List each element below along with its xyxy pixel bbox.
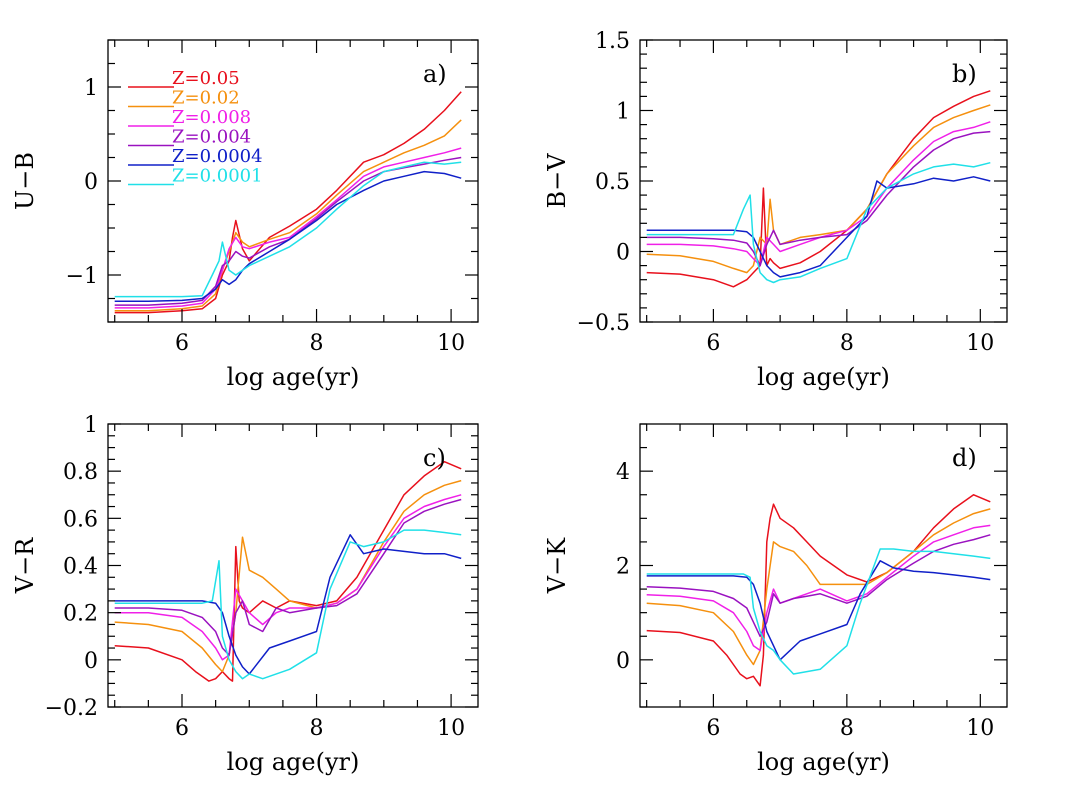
x-axis-label: log age(yr) bbox=[227, 748, 360, 776]
x-tick-label: 6 bbox=[175, 716, 189, 741]
series-line-Z-0-008 bbox=[114, 494, 462, 661]
series-line-Z-0-05 bbox=[114, 460, 462, 682]
y-tick-label: 0 bbox=[616, 241, 630, 266]
y-tick-label: 0.5 bbox=[595, 170, 630, 195]
legend-label: Z=0.05 bbox=[172, 68, 240, 89]
series-line-Z-0-05 bbox=[646, 90, 991, 288]
y-tick-label: 0 bbox=[616, 649, 630, 674]
y-tick-label: −0.5 bbox=[577, 311, 630, 336]
x-tick-label: 10 bbox=[437, 716, 465, 741]
series-line-Z-0-008 bbox=[114, 147, 462, 309]
series-line-Z-0-008 bbox=[646, 121, 991, 267]
series-line-Z-0-05 bbox=[114, 91, 462, 314]
x-axis-label: log age(yr) bbox=[757, 363, 890, 391]
series-line-Z-0-0001 bbox=[646, 548, 991, 675]
series-line-Z-0-0004 bbox=[646, 560, 991, 661]
series-line-Z-0-0001 bbox=[114, 529, 462, 680]
x-tick-label: 8 bbox=[840, 331, 854, 356]
panel-2: 6 8 10 −0.5 0 0.5 1 1.5 log age(yr) B−V b) bbox=[543, 29, 1008, 391]
series-group bbox=[114, 460, 462, 682]
series-line-Z-0-004 bbox=[114, 498, 462, 656]
legend-label: Z=0.004 bbox=[172, 127, 251, 148]
x-tick-label: 8 bbox=[840, 716, 854, 741]
y-axis-label: V−K bbox=[543, 537, 571, 594]
legend-label: Z=0.0001 bbox=[172, 166, 263, 187]
y-tick-label: 0 bbox=[84, 649, 98, 674]
panel-3: 6 8 10 −0.2 0 0.2 0.4 0.6 0.8 1 log age(yr) V−R c) bbox=[11, 413, 479, 776]
y-tick-label: 1 bbox=[84, 76, 98, 101]
series-line-Z-0-02 bbox=[114, 479, 462, 673]
panel-label: b) bbox=[952, 60, 977, 88]
series-group bbox=[114, 91, 462, 314]
y-tick-label: 0.6 bbox=[63, 507, 98, 532]
legend-label: Z=0.008 bbox=[172, 107, 251, 128]
series-line-Z-0-0004 bbox=[646, 176, 991, 278]
series-line-Z-0-004 bbox=[114, 156, 462, 306]
y-tick-label: −1 bbox=[66, 264, 98, 289]
x-tick-label: 10 bbox=[437, 331, 465, 356]
y-tick-label: 4 bbox=[616, 460, 630, 485]
panel-label: d) bbox=[952, 444, 977, 472]
x-axis-label: log age(yr) bbox=[757, 748, 890, 776]
y-tick-label: 1 bbox=[84, 413, 98, 438]
y-tick-label: 0.8 bbox=[63, 460, 98, 485]
y-tick-label: 0 bbox=[84, 170, 98, 195]
x-tick-label: 8 bbox=[310, 331, 324, 356]
x-tick-label: 10 bbox=[966, 716, 994, 741]
y-axis-label: V−R bbox=[11, 537, 39, 594]
legend-label: Z=0.0004 bbox=[172, 146, 263, 167]
series-line-Z-0-004 bbox=[646, 130, 991, 267]
series-group bbox=[646, 494, 991, 687]
panel-label: c) bbox=[423, 444, 446, 472]
series-line-Z-0-0001 bbox=[114, 161, 462, 298]
y-tick-label: 2 bbox=[616, 555, 630, 580]
series-line-Z-0-008 bbox=[646, 524, 991, 652]
y-tick-label: 0.2 bbox=[63, 602, 98, 627]
series-line-Z-0-0004 bbox=[114, 534, 462, 675]
x-axis-label: log age(yr) bbox=[227, 363, 360, 391]
y-axis-label: U−B bbox=[11, 152, 39, 210]
series-line-Z-0-02 bbox=[646, 508, 991, 666]
legend-label: Z=0.02 bbox=[172, 88, 240, 109]
y-tick-label: −0.2 bbox=[45, 696, 98, 721]
series-group bbox=[646, 90, 991, 288]
y-tick-label: 1 bbox=[616, 100, 630, 125]
x-tick-label: 8 bbox=[310, 716, 324, 741]
y-tick-label: 0.4 bbox=[63, 555, 98, 580]
x-tick-label: 6 bbox=[706, 716, 720, 741]
series-line-Z-0-02 bbox=[646, 104, 991, 274]
panel-4: 6 8 10 0 2 4 log age(yr) V−K d) bbox=[543, 423, 1008, 776]
panel-label: a) bbox=[423, 60, 447, 88]
series-line-Z-0-0004 bbox=[114, 170, 462, 303]
series-line-Z-0-02 bbox=[114, 119, 462, 312]
series-line-Z-0-0001 bbox=[646, 161, 991, 284]
series-line-Z-0-004 bbox=[646, 534, 991, 638]
x-tick-label: 10 bbox=[966, 331, 994, 356]
y-tick-label: 1.5 bbox=[595, 29, 630, 54]
x-tick-label: 6 bbox=[175, 331, 189, 356]
series-line-Z-0-05 bbox=[646, 494, 991, 687]
x-tick-label: 6 bbox=[706, 331, 720, 356]
y-axis-label: B−V bbox=[543, 153, 571, 209]
legend: Z=0.05Z=0.02Z=0.008Z=0.004Z=0.0004Z=0.00… bbox=[128, 68, 263, 187]
